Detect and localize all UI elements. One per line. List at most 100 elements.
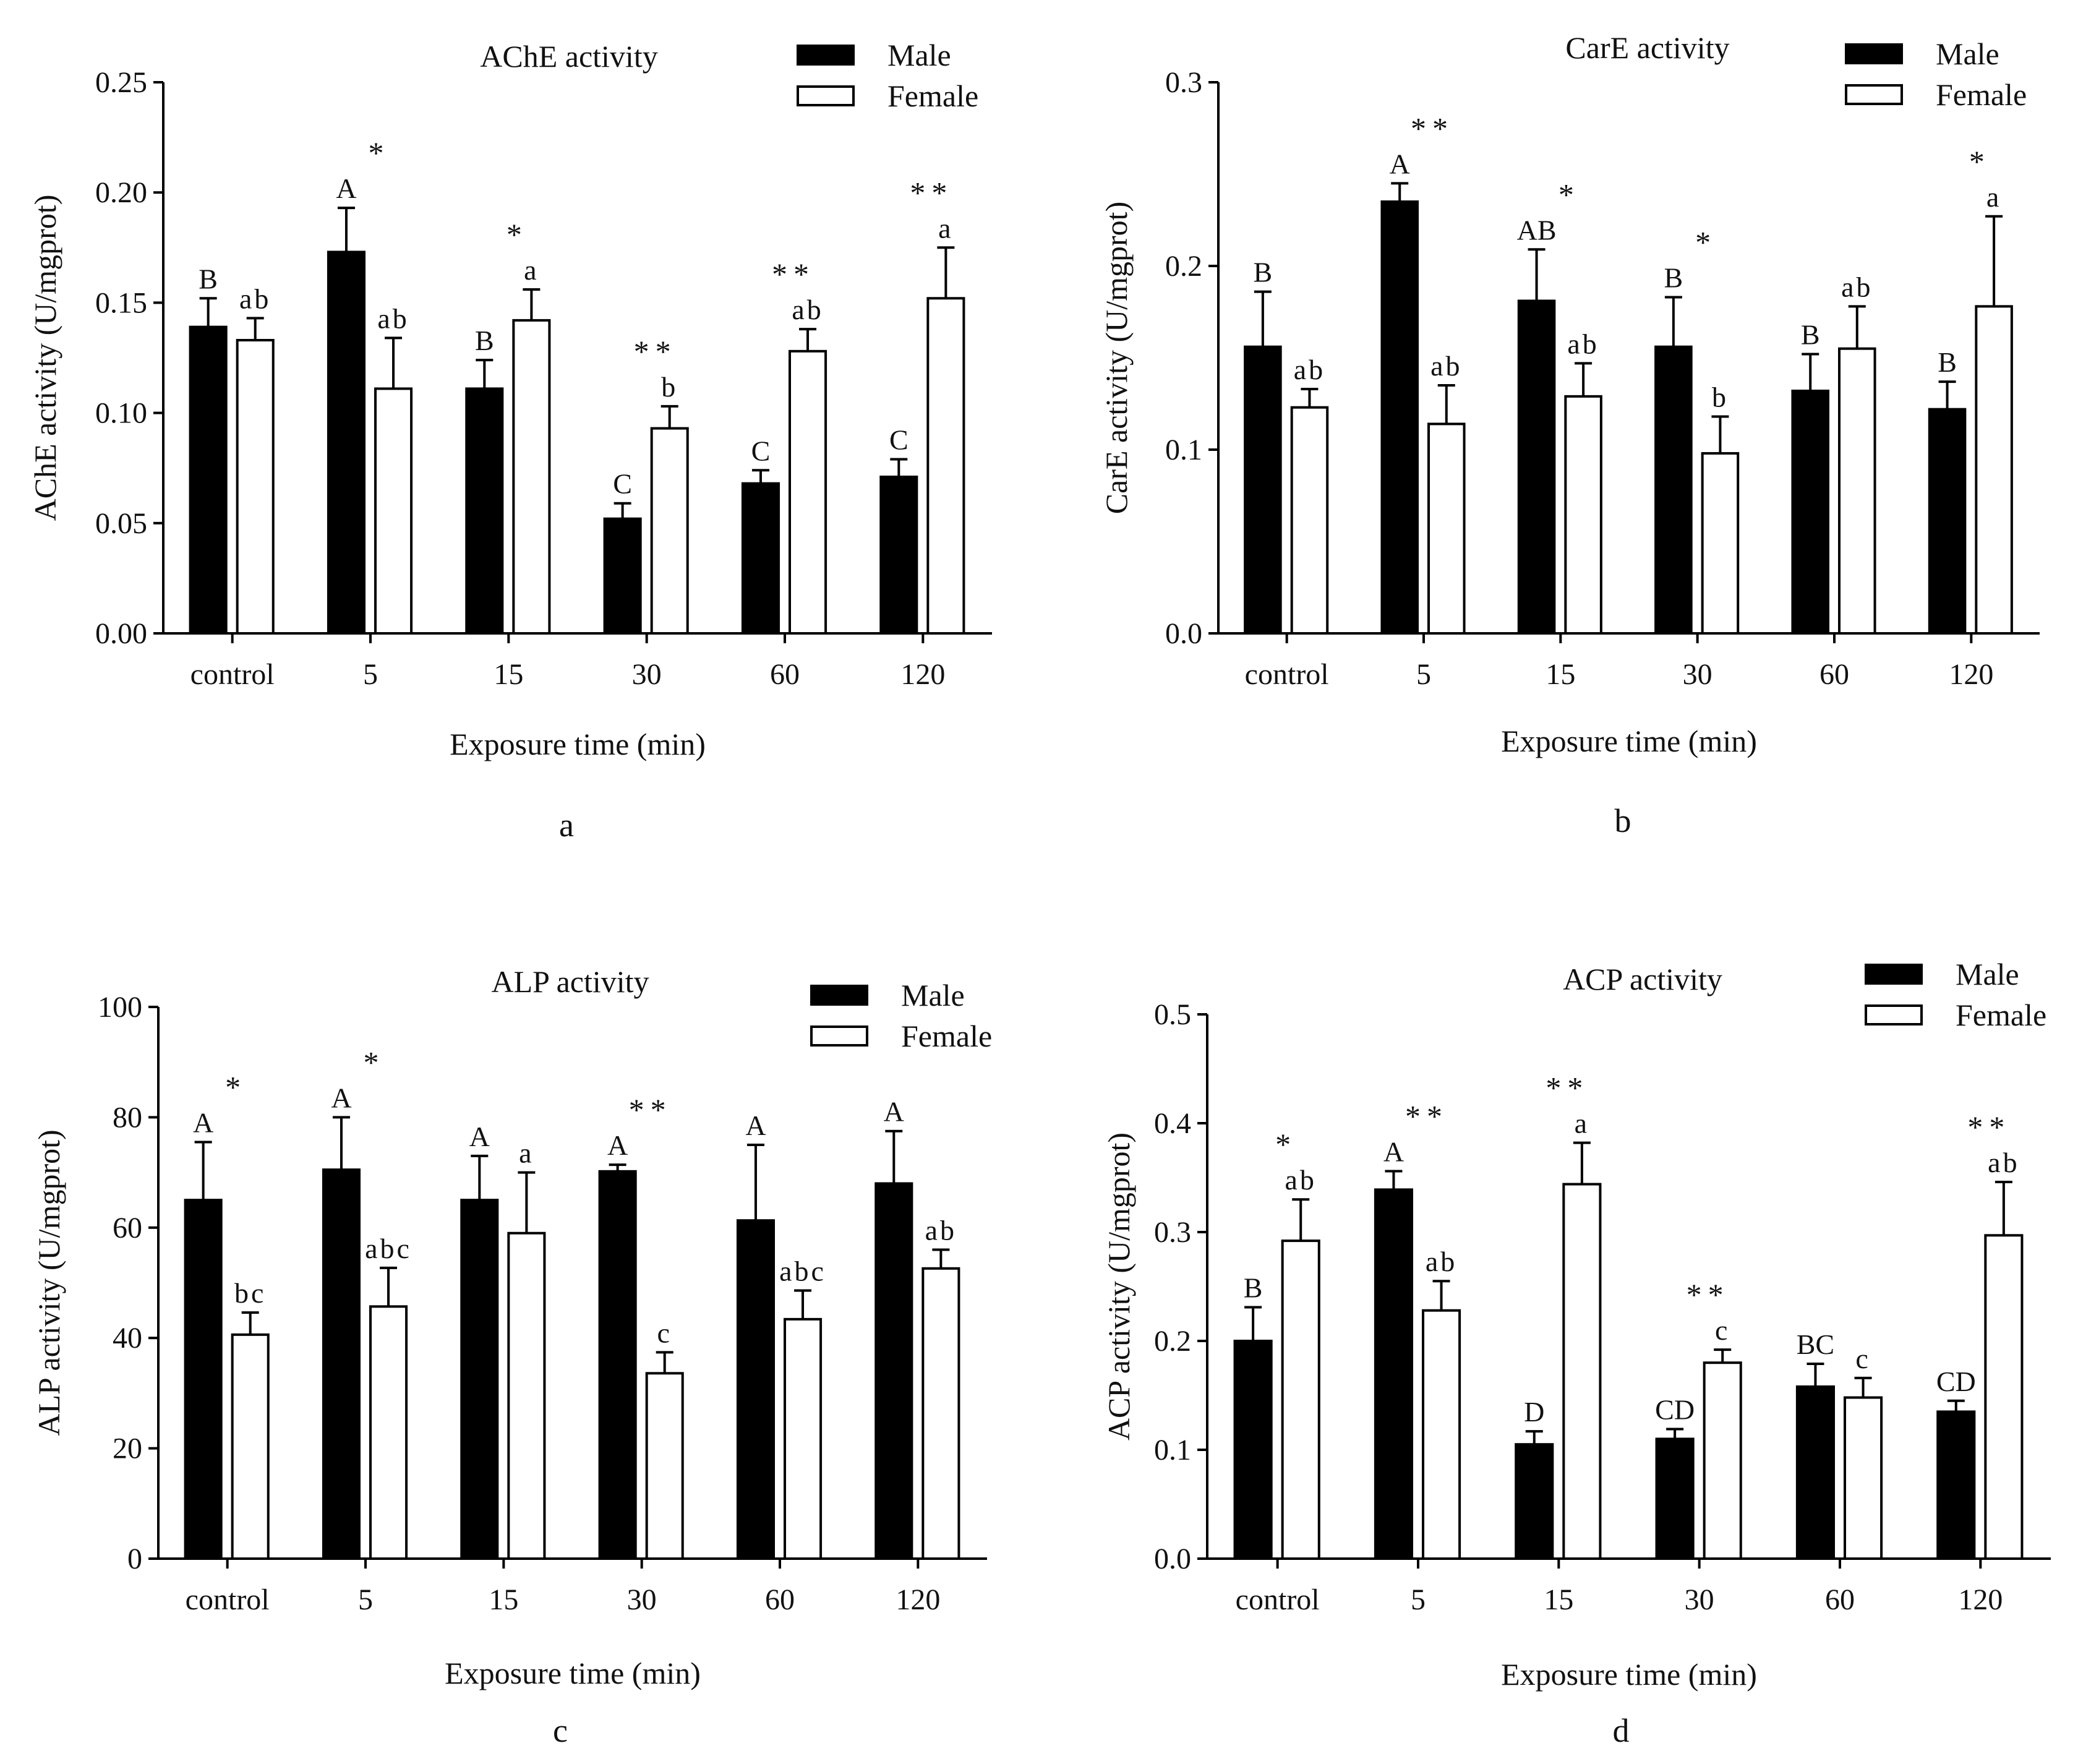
bar-female [789,349,827,635]
bar-male [460,1199,499,1560]
y-tick-label: 0.10 [95,397,147,430]
bar-female [1422,1309,1461,1560]
significance-letter: ab [1285,1164,1317,1196]
x-tick-label: 120 [1949,658,1993,691]
bar-female [507,1231,546,1560]
legend: Male Female [1865,957,2046,1032]
bar-male [736,1219,776,1560]
significance-letter: A [1383,1136,1404,1167]
legend-swatch-male [1865,964,1923,985]
significance-letter: a [938,212,953,244]
bar-male [322,1168,361,1560]
significance-stars: ** [1411,111,1454,145]
y-tick-label: 0.25 [95,66,147,99]
y-tick-label: 0.1 [1154,1434,1191,1466]
significance-stars: * [364,1045,385,1079]
x-tick-label: control [1236,1583,1320,1616]
x-tick-label: 5 [358,1583,373,1616]
legend-swatch-male [1845,43,1903,64]
chart-title: ALP activity [491,964,649,999]
significance-stars: ** [772,257,815,291]
x-tick-label: 60 [1825,1583,1855,1616]
x-tick-label: control [190,658,275,691]
legend: Male Female [797,38,978,113]
y-axis-label: ALP activity (U/mgprot) [32,1129,66,1436]
x-tick-label: 15 [489,1583,518,1616]
bar-male [603,517,642,635]
y-tick-label: 0.00 [95,617,147,650]
legend-label-male: Male [887,38,951,72]
bar-male [1655,1437,1695,1560]
bar-male [1517,299,1556,635]
x-tick-label: 30 [632,658,662,691]
bar-female [1290,406,1329,635]
y-tick-label: 0.2 [1165,250,1202,283]
y-tick-label: 0.0 [1154,1543,1191,1575]
bar-male [327,250,366,635]
bar-male [1374,1188,1413,1560]
bar-female [784,1317,823,1561]
significance-letter: B [1938,346,1957,378]
significance-letter: C [751,435,771,466]
legend: Male Female [1845,36,2027,112]
significance-letter: bc [234,1277,266,1309]
bar-male [189,325,228,635]
significance-letter: c [1855,1343,1870,1374]
x-axis-label: Exposure time (min) [1501,1657,1757,1692]
y-tick-label: 0.3 [1165,66,1202,99]
significance-letter: B [199,263,218,294]
legend-swatch-male [810,985,868,1006]
chart-title: AChE activity [480,39,657,74]
significance-letter: C [889,424,909,455]
legend-swatch-female [1865,1004,1923,1025]
bar-female [1844,1396,1883,1561]
significance-letter: A [193,1107,213,1139]
significance-letter: ab [925,1214,957,1246]
significance-stars: ** [629,1092,672,1127]
y-tick-label: 0.20 [95,176,147,209]
legend-swatch-female [797,85,855,106]
significance-letter: D [1524,1396,1544,1428]
significance-letter: a [524,254,539,286]
bar-male [1244,345,1282,635]
significance-letter: ab [239,283,271,314]
significance-stars: * [225,1070,247,1105]
significance-stars: * [1558,177,1580,212]
bar-male [598,1170,637,1561]
significance-letter: BC [1797,1329,1834,1360]
bar-female [512,319,551,635]
y-axis-label: CarE activity (U/mgprot) [1099,202,1134,514]
significance-letter: A [607,1129,628,1161]
significance-letter: c [657,1317,672,1348]
panel-d-acp: 0.00.10.20.30.40.5controlBab*5Aab**15Da*… [1101,957,2051,1749]
bar-male [874,1182,913,1560]
significance-letter: a [1986,181,2001,213]
significance-stars: * [1695,225,1717,259]
significance-letter: ab [1988,1147,2019,1178]
legend-label-female: Female [1956,998,2046,1032]
x-tick-label: 30 [1685,1583,1714,1616]
y-tick-label: 40 [113,1322,142,1355]
y-tick-label: 0.15 [95,286,147,319]
panel-label: a [559,807,574,844]
panel-b-care: 0.00.10.20.3controlBab5Aab**15ABab*30Bb*… [1099,30,2040,839]
bar-female [1975,305,2013,635]
bar-male [465,387,504,635]
x-tick-label: control [1245,658,1329,691]
x-tick-label: 5 [363,658,378,691]
y-tick-label: 100 [98,991,142,1024]
x-tick-label: 15 [494,658,523,691]
significance-letter: A [884,1096,904,1128]
bar-female [1427,422,1466,635]
significance-letter: C [613,468,632,500]
x-tick-label: 60 [765,1583,795,1616]
significance-letter: abc [779,1255,826,1287]
significance-letter: ab [377,302,409,334]
significance-stars: ** [1546,1071,1589,1105]
significance-letter: abc [365,1233,412,1264]
panel-label: b [1615,802,1631,839]
bar-male [1515,1443,1554,1560]
significance-letter: B [1254,257,1273,288]
x-tick-label: 5 [1416,658,1431,691]
y-tick-label: 0.3 [1154,1216,1191,1249]
